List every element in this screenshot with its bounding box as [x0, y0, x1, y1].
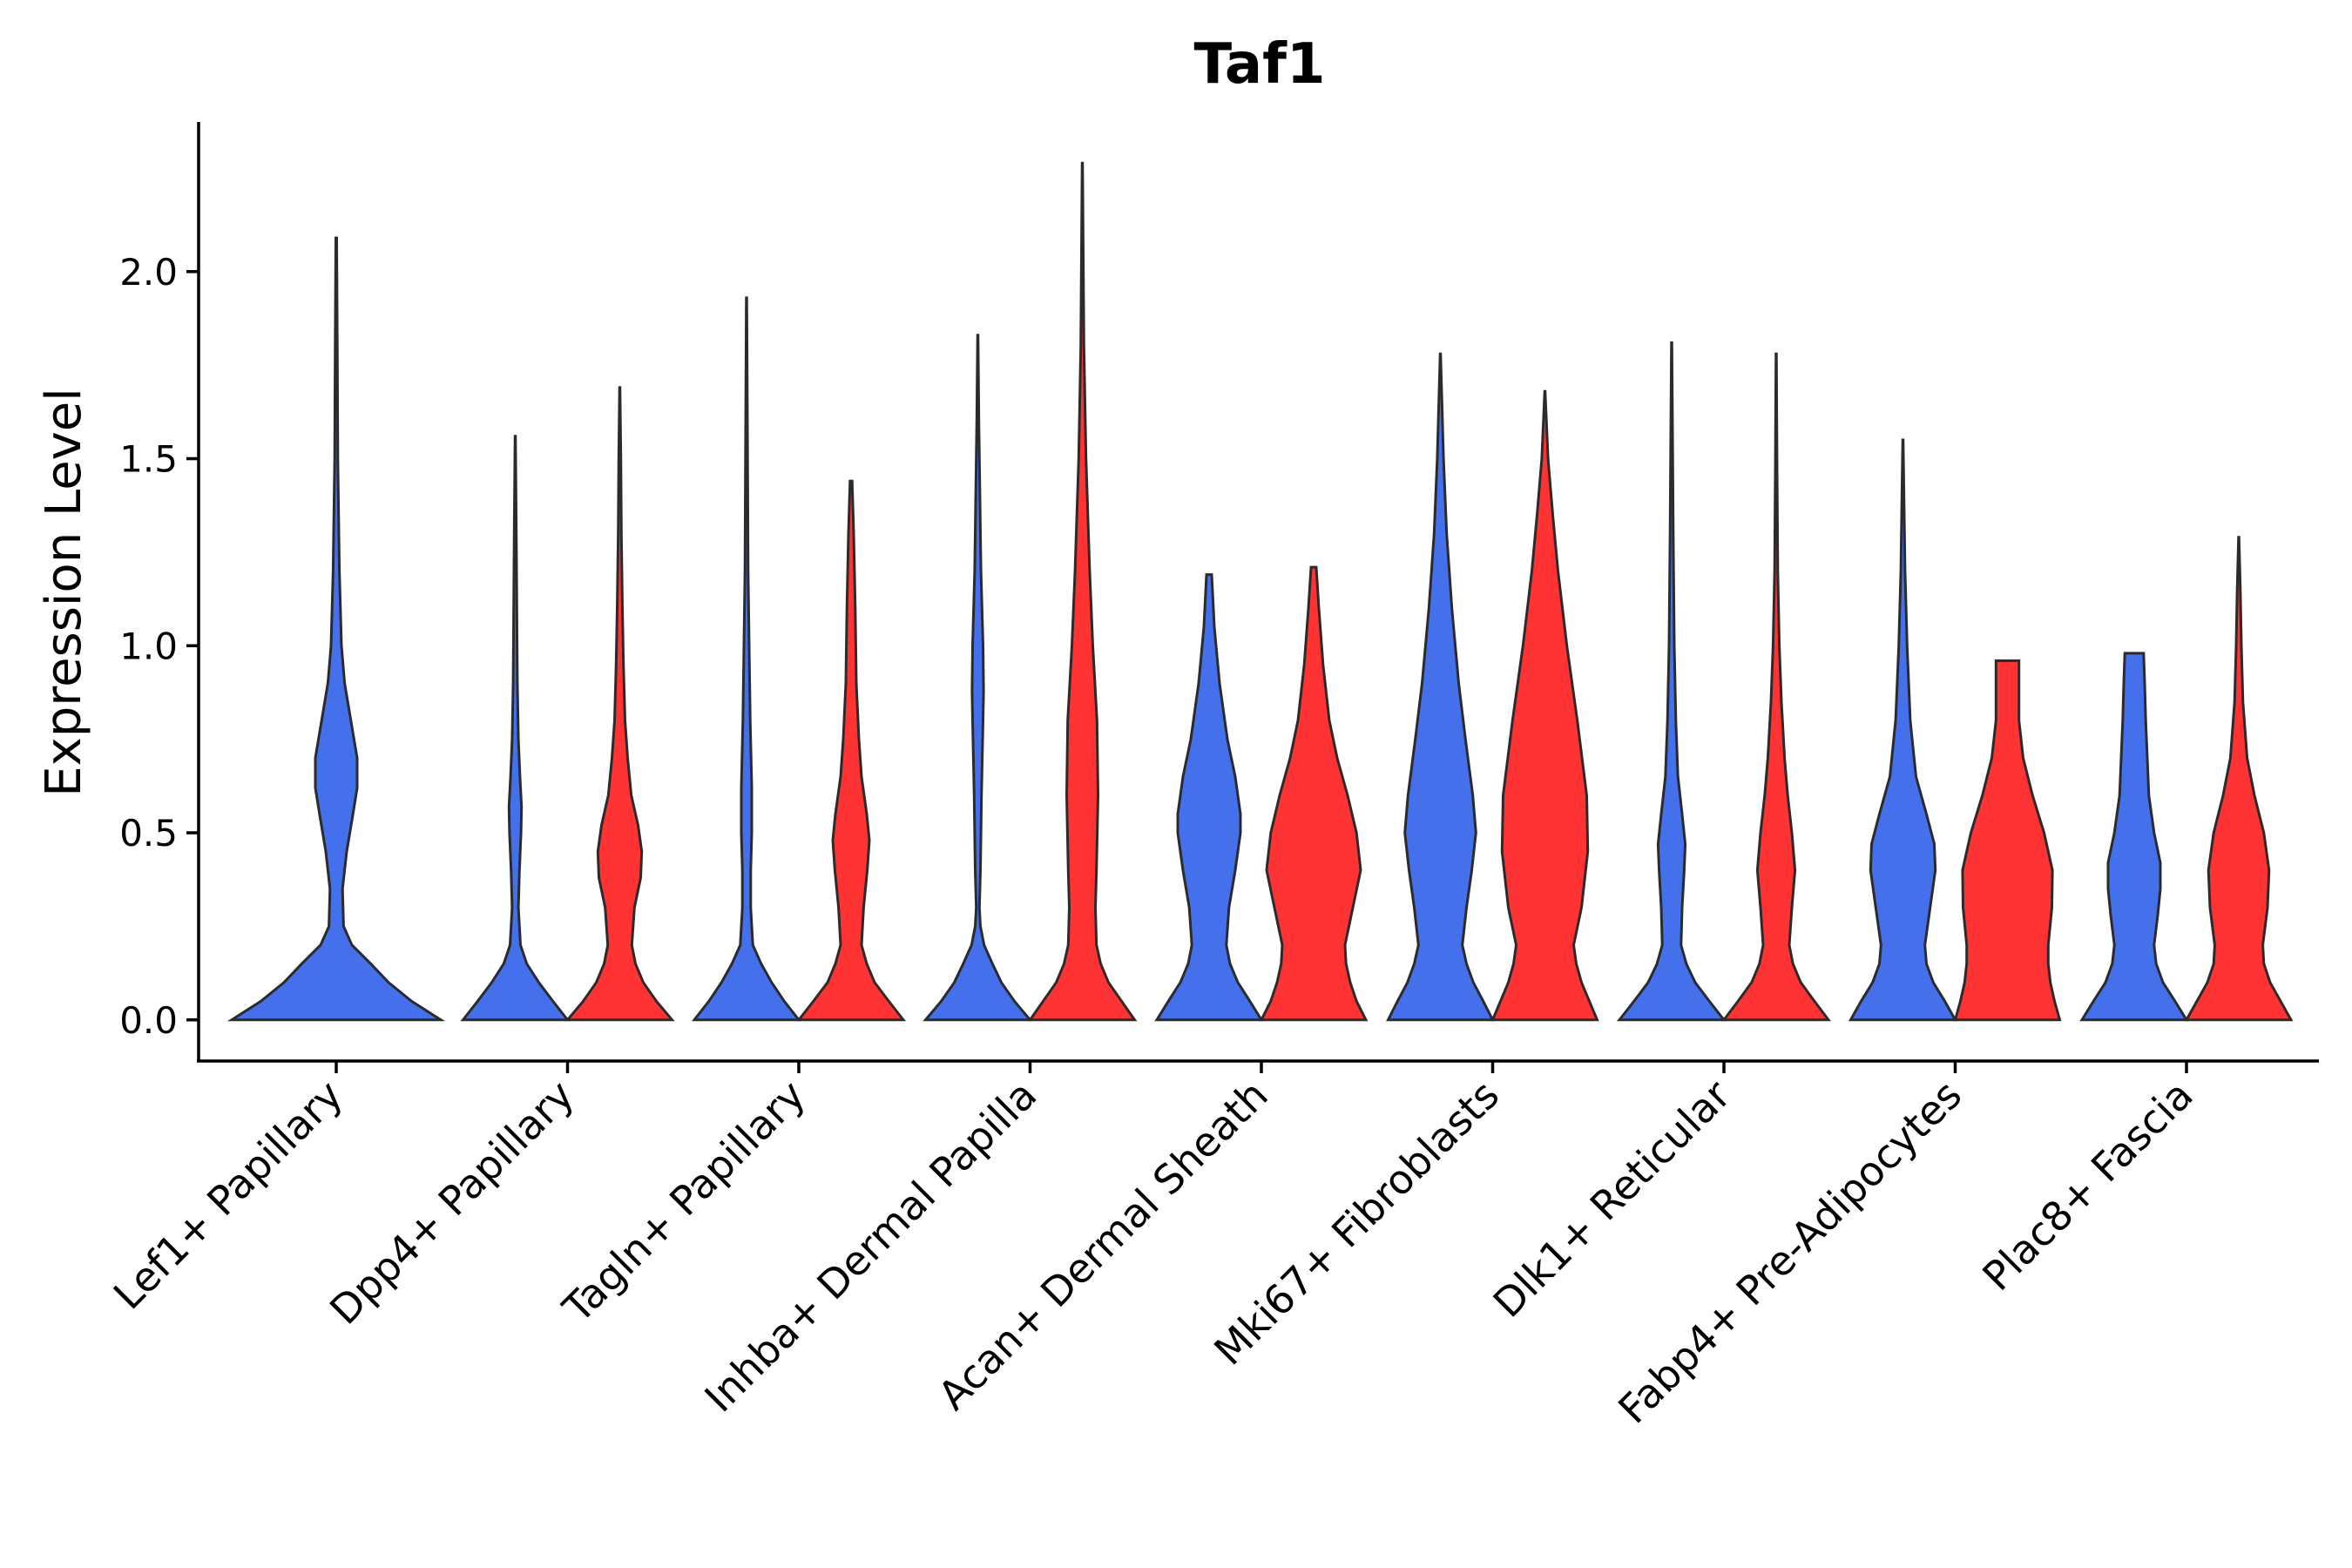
y-axis-label: Expression Level — [36, 388, 92, 797]
y-tick-label: 0.0 — [119, 999, 178, 1042]
violin-mki67-fibroblasts-group-2 — [1490, 389, 1599, 1022]
x-tick-label: Dpp4+ Papillary — [321, 1071, 583, 1334]
y-tick-label: 1.5 — [119, 438, 178, 481]
violin-fabp4-pre-adipocytes-group-1 — [1848, 438, 1958, 1022]
x-tick-label: Dlk1+ Reticular — [1484, 1071, 1740, 1327]
y-tick-label: 2.0 — [119, 251, 178, 294]
violin-plac8-fascia-group-1 — [2079, 652, 2189, 1022]
y-ticks: 0.0 0.5 1.0 1.5 2.0 — [119, 251, 199, 1042]
violin-mki67-fibroblasts-group-1 — [1386, 352, 1495, 1022]
violin-dpp4-papillary-group-1 — [460, 435, 571, 1022]
violin-plac8-fascia-group-2 — [2184, 536, 2294, 1022]
violin-fabp4-pre-adipocytes-group-2 — [1953, 659, 2062, 1022]
violin-dlk1-reticular-group-2 — [1720, 352, 1832, 1022]
chart-title: Taf1 — [1194, 32, 1326, 97]
violin-acan-dermal-sheath-group-1 — [1154, 573, 1264, 1022]
violin-lef1-papillary-group-1 — [226, 236, 446, 1022]
violin-dpp4-papillary-group-2 — [564, 386, 675, 1022]
y-tick-label: 1.0 — [119, 625, 178, 667]
x-tick-label: Plac8+ Fascia — [1973, 1071, 2201, 1300]
x-tick-label: Lef1+ Papillary — [105, 1071, 352, 1319]
x-tick-label: Tagln+ Papillary — [553, 1071, 814, 1333]
violin-tagln-papillary-group-1 — [691, 296, 802, 1022]
violin-tagln-papillary-group-2 — [795, 479, 907, 1022]
violin-dlk1-reticular-group-1 — [1616, 341, 1727, 1022]
y-tick-label: 0.5 — [119, 812, 178, 855]
violin-inhba-dermal-papilla-group-1 — [923, 334, 1033, 1022]
violin-group — [226, 161, 2294, 1022]
violin-inhba-dermal-papilla-group-2 — [1027, 161, 1138, 1022]
violin-acan-dermal-sheath-group-2 — [1259, 565, 1369, 1022]
